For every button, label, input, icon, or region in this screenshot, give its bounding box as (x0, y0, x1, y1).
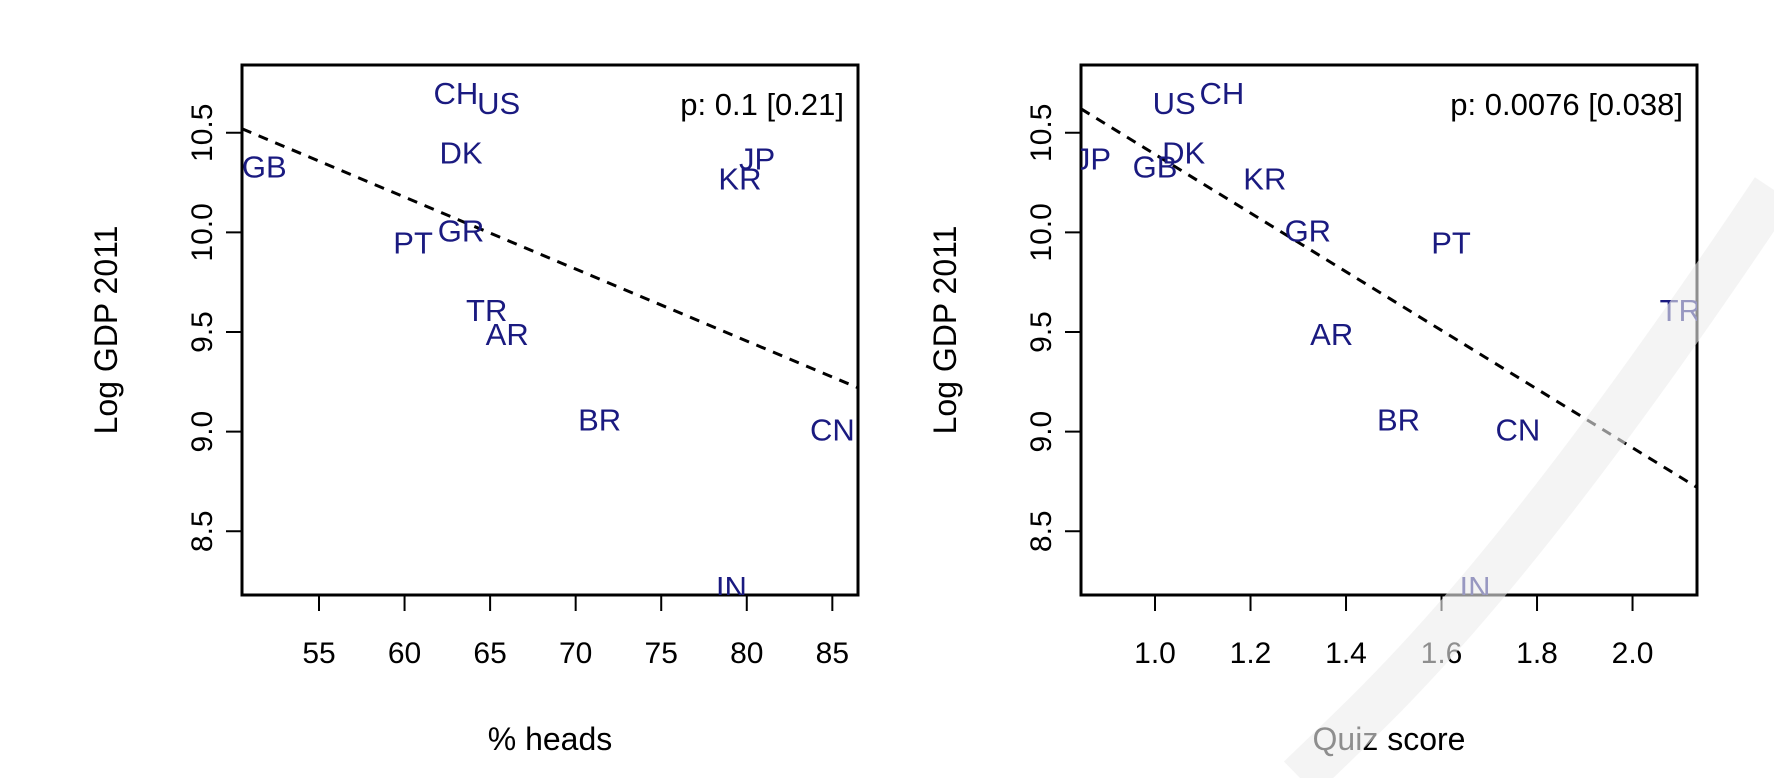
x-tick-label: 1.0 (1134, 637, 1176, 670)
plot-frame (240, 63, 860, 597)
data-point-in: IN (1459, 570, 1490, 605)
x-tick-label: 70 (559, 637, 592, 670)
x-axis-label: % heads (488, 721, 613, 757)
x-tick-label: 1.6 (1421, 637, 1463, 670)
x-axis-label: Quiz score (1313, 721, 1466, 757)
x-tick-label: 2.0 (1612, 637, 1654, 670)
data-point-ch: CH (1199, 76, 1244, 111)
p-value-annotation: p: 0.1 [0.21] (680, 87, 844, 122)
y-tick-label: 8.5 (1025, 510, 1058, 552)
y-tick-label: 10.5 (186, 104, 219, 162)
data-point-gb: GB (1133, 150, 1178, 185)
y-tick-label: 9.0 (186, 411, 219, 453)
x-tick-label: 75 (645, 637, 678, 670)
data-point-us: US (477, 86, 520, 121)
data-point-pt: PT (393, 225, 433, 260)
x-tick-label: 1.8 (1516, 637, 1558, 670)
left-scatter-panel: 55 60 65 70 75 80 85 8.5 9.0 9.5 10.0 10.5 % heads Lo… (88, 63, 860, 757)
data-point-us: US (1153, 86, 1196, 121)
y-tick-label: 10.0 (186, 203, 219, 261)
x-tick-label: 1.2 (1230, 637, 1272, 670)
data-point-cn: CN (810, 413, 855, 448)
data-point-gb: GB (242, 150, 287, 185)
x-tick-label: 80 (730, 637, 763, 670)
data-point-dk: DK (439, 136, 482, 171)
y-axis-label: Log GDP 2011 (88, 226, 124, 435)
data-point-in: IN (716, 570, 747, 605)
data-point-ch: CH (433, 76, 478, 111)
x-tick-label: 60 (388, 637, 421, 670)
data-point-jp: JP (1075, 142, 1111, 177)
data-point-kr: KR (1243, 162, 1286, 197)
data-point-jp: JP (739, 142, 775, 177)
x-tick-label: 85 (816, 637, 849, 670)
y-tick-label: 8.5 (186, 510, 219, 552)
data-point-tr: TR (466, 293, 507, 328)
x-tick-label: 65 (473, 637, 506, 670)
x-tick-label: 1.4 (1325, 637, 1367, 670)
data-point-ar: AR (486, 317, 529, 352)
data-point-gr: GR (1285, 213, 1332, 248)
data-point-br: BR (1377, 403, 1420, 438)
data-point-tr: TR (1660, 293, 1701, 328)
y-tick-label: 9.5 (186, 311, 219, 353)
fit-line (242, 127, 858, 390)
y-tick-label: 9.0 (1025, 411, 1058, 453)
y-tick-label: 10.5 (1025, 104, 1058, 162)
data-point-br: BR (578, 403, 621, 438)
x-tick-label: 55 (302, 637, 335, 670)
data-point-kr: KR (718, 162, 761, 197)
y-tick-label: 10.0 (1025, 203, 1058, 261)
data-point-dk: DK (1162, 136, 1205, 171)
data-point-pt: PT (1431, 225, 1471, 260)
y-axis-label: Log GDP 2011 (927, 226, 963, 435)
right-scatter-panel: 1.0 1.2 1.4 1.6 1.8 2.0 8.5 9.0 9.5 10.0 10.5 Quiz … (927, 63, 1701, 757)
data-point-gr: GR (438, 213, 485, 248)
data-point-cn: CN (1496, 413, 1541, 448)
p-value-annotation: p: 0.0076 [0.038] (1450, 87, 1683, 122)
data-point-ar: AR (1310, 317, 1353, 352)
y-tick-label: 9.5 (1025, 311, 1058, 353)
